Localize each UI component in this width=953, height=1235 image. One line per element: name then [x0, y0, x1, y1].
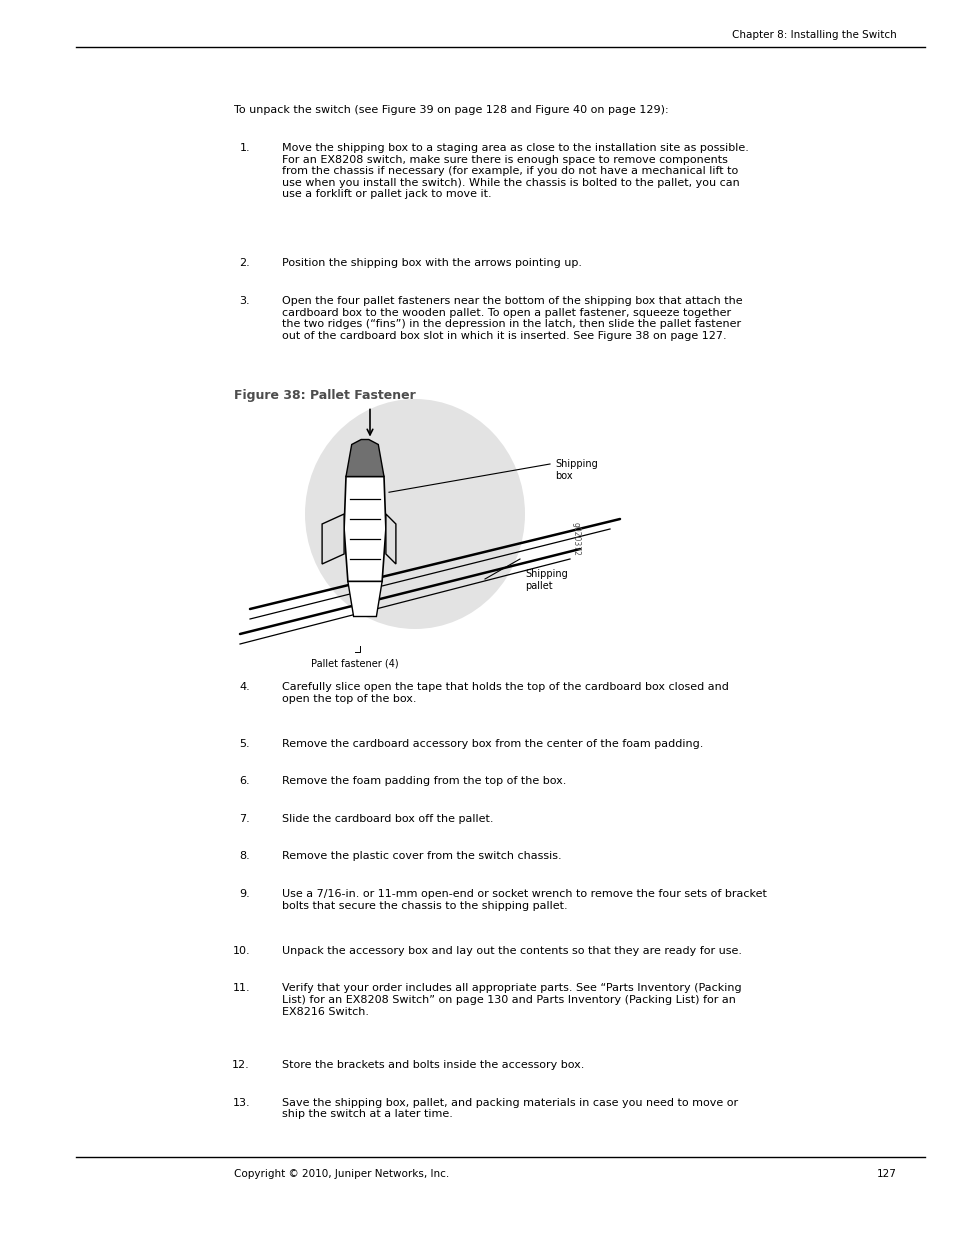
Text: 6.: 6.: [239, 777, 250, 787]
Text: 8.: 8.: [239, 851, 250, 862]
Text: g020372: g020372: [572, 522, 580, 556]
Text: Open the four pallet fasteners near the bottom of the shipping box that attach t: Open the four pallet fasteners near the …: [282, 296, 741, 341]
Text: To unpack the switch (see Figure 39 on page 128 and Figure 40 on page 129):: To unpack the switch (see Figure 39 on p…: [233, 105, 668, 115]
Polygon shape: [344, 477, 386, 582]
Text: Store the brackets and bolts inside the accessory box.: Store the brackets and bolts inside the …: [282, 1060, 584, 1070]
Text: 9.: 9.: [239, 889, 250, 899]
Text: Remove the plastic cover from the switch chassis.: Remove the plastic cover from the switch…: [282, 851, 561, 862]
Polygon shape: [346, 440, 384, 477]
Text: 127: 127: [876, 1170, 896, 1179]
Text: Unpack the accessory box and lay out the contents so that they are ready for use: Unpack the accessory box and lay out the…: [282, 946, 741, 956]
Text: Figure 38: Pallet Fastener: Figure 38: Pallet Fastener: [233, 389, 416, 403]
Ellipse shape: [305, 399, 524, 629]
Text: Remove the foam padding from the top of the box.: Remove the foam padding from the top of …: [282, 777, 566, 787]
Text: Carefully slice open the tape that holds the top of the cardboard box closed and: Carefully slice open the tape that holds…: [282, 682, 728, 704]
Polygon shape: [348, 582, 382, 616]
Text: 13.: 13.: [233, 1098, 250, 1108]
Text: Verify that your order includes all appropriate parts. See “Parts Inventory (Pac: Verify that your order includes all appr…: [282, 983, 740, 1016]
Text: 11.: 11.: [233, 983, 250, 993]
Polygon shape: [322, 514, 344, 564]
Text: 10.: 10.: [233, 946, 250, 956]
Text: 7.: 7.: [239, 814, 250, 824]
Text: Move the shipping box to a staging area as close to the installation site as pos: Move the shipping box to a staging area …: [282, 143, 748, 199]
Text: Save the shipping box, pallet, and packing materials in case you need to move or: Save the shipping box, pallet, and packi…: [282, 1098, 738, 1119]
Text: Chapter 8: Installing the Switch: Chapter 8: Installing the Switch: [732, 30, 896, 40]
Text: 3.: 3.: [239, 296, 250, 306]
Text: Copyright © 2010, Juniper Networks, Inc.: Copyright © 2010, Juniper Networks, Inc.: [233, 1170, 449, 1179]
Text: 5.: 5.: [239, 739, 250, 748]
Text: 12.: 12.: [232, 1060, 250, 1070]
Text: Use a 7/16-in. or 11-mm open-end or socket wrench to remove the four sets of bra: Use a 7/16-in. or 11-mm open-end or sock…: [282, 889, 766, 910]
Text: Position the shipping box with the arrows pointing up.: Position the shipping box with the arrow…: [282, 258, 581, 268]
Text: 2.: 2.: [239, 258, 250, 268]
Text: Slide the cardboard box off the pallet.: Slide the cardboard box off the pallet.: [282, 814, 493, 824]
Text: Shipping
pallet: Shipping pallet: [524, 569, 567, 592]
Text: Remove the cardboard accessory box from the center of the foam padding.: Remove the cardboard accessory box from …: [282, 739, 702, 748]
Text: Shipping
box: Shipping box: [555, 459, 598, 482]
Text: 4.: 4.: [239, 682, 250, 692]
Text: Pallet fastener (4): Pallet fastener (4): [311, 659, 398, 669]
Polygon shape: [386, 514, 395, 564]
Text: 1.: 1.: [239, 143, 250, 153]
